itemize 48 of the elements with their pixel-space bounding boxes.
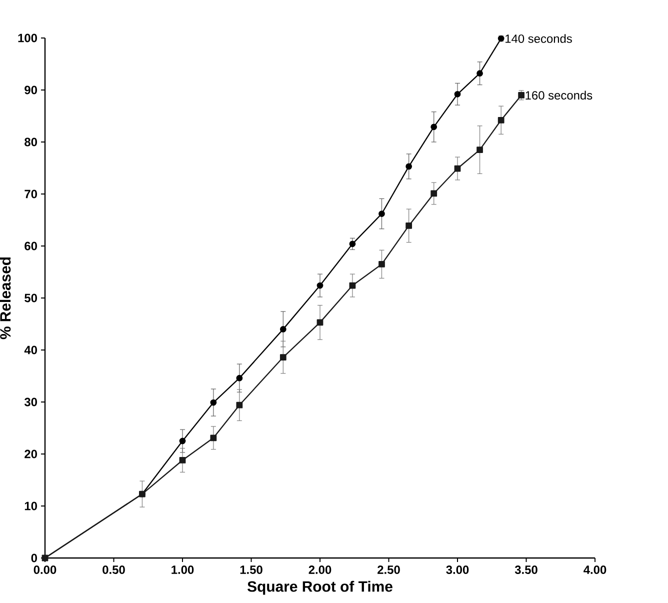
- point: [280, 354, 286, 360]
- x-tick-label: 0.50: [102, 566, 125, 574]
- y-tick-label: 40: [24, 346, 37, 354]
- point: [349, 282, 356, 289]
- y-tick-label: 90: [24, 86, 37, 94]
- y-tick-label: 100: [18, 34, 37, 42]
- y-tick-label: 80: [24, 138, 37, 146]
- point: [498, 116, 504, 124]
- x-tick-label: 1.50: [240, 566, 262, 574]
- y-axis-title: % Released: [0, 257, 11, 340]
- y-tick-label: 0: [31, 554, 37, 562]
- y-tick-label: 10: [24, 502, 37, 510]
- point: [236, 402, 243, 408]
- x-tick-label: 2.00: [308, 566, 332, 574]
- y-tick-label: 50: [24, 294, 37, 302]
- point: [518, 92, 524, 98]
- x-tick-label: 4.00: [584, 566, 606, 574]
- point: [179, 457, 186, 464]
- y-tick-label: 70: [24, 190, 37, 198]
- x-tick-label: 2.50: [378, 566, 400, 574]
- point: [236, 374, 243, 382]
- point: [476, 146, 483, 153]
- point: [349, 240, 356, 248]
- point: [454, 90, 461, 98]
- point: [406, 163, 412, 170]
- point: [430, 124, 438, 130]
- point: [378, 261, 385, 268]
- point: [476, 70, 483, 77]
- y-tick-label: 20: [24, 450, 37, 458]
- x-axis-title: Square Root of Time: [248, 580, 392, 595]
- point: [316, 319, 324, 326]
- point: [406, 222, 412, 229]
- point: [454, 165, 461, 172]
- point: [210, 399, 217, 406]
- series-label: 140 seconds: [506, 34, 572, 43]
- y-tick-label: 30: [24, 398, 37, 406]
- x-tick-label: 1.00: [172, 566, 194, 574]
- point: [179, 438, 186, 444]
- x-tick-label: 3.50: [514, 566, 538, 574]
- point: [430, 190, 438, 197]
- series-label: 160 seconds: [526, 90, 592, 100]
- point: [280, 326, 286, 332]
- x-tick-label: 3.00: [446, 566, 469, 574]
- point: [210, 434, 217, 442]
- y-tick-label: 60: [24, 242, 37, 250]
- point: [378, 210, 385, 217]
- x-tick-label: 0.00: [34, 566, 56, 574]
- point: [316, 282, 324, 289]
